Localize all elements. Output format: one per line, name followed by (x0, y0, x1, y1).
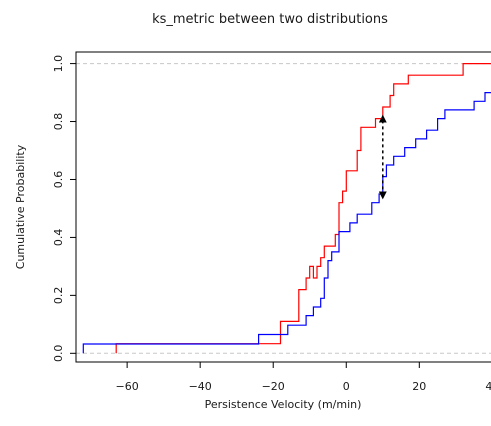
x-tick-label: −20 (262, 380, 285, 393)
ecdf-series-1 (115, 63, 491, 354)
y-tick-label: 1.0 (52, 55, 65, 73)
y-tick-label: 0.4 (52, 229, 65, 247)
x-tick-label: −60 (116, 380, 139, 393)
y-tick-label: 0.2 (52, 287, 65, 305)
x-tick-label: 40 (485, 380, 491, 393)
x-tick-label: 20 (412, 380, 426, 393)
plot-area (76, 63, 491, 354)
y-tick-label: 0.0 (52, 345, 65, 363)
chart-title: ks_metric between two distributions (152, 12, 388, 27)
y-tick-label: 0.6 (52, 171, 65, 189)
axis-ticks: −60 −40 −20 0 20 40 0.0 0.2 0.4 0.6 0.8 1.0 (52, 55, 491, 393)
y-axis-label: Cumulative Probability (14, 144, 27, 269)
ecdf-series-2 (82, 92, 491, 354)
x-axis-label: Persistence Velocity (m/min) (205, 398, 362, 411)
plot-frame (75, 51, 491, 363)
x-tick-label: −40 (189, 380, 212, 393)
y-tick-label: 0.8 (52, 113, 65, 131)
x-tick-label: 0 (343, 380, 350, 393)
